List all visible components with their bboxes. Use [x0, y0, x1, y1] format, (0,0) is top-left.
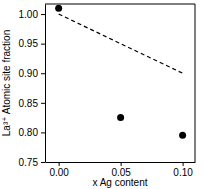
- x-axis: 0.00 0.05 0.10: [46, 162, 196, 178]
- y-axis-tick-mark: [41, 103, 45, 104]
- x-axis-tick: 0.10: [173, 162, 193, 178]
- y-axis-tick: 0.95: [19, 38, 45, 49]
- y-axis-tick: 0.75: [19, 157, 45, 168]
- y-axis-tick-mark: [41, 14, 45, 15]
- y-axis-tick-mark: [41, 162, 45, 163]
- frame-top: [45, 4, 195, 5]
- y-axis-tick-label: 0.75: [19, 157, 39, 168]
- x-axis-tick: 0.05: [111, 162, 131, 178]
- chart: 0.00 0.05 0.10 0.75 0.80 0.85 0.90 0.95 1.00 x Ag…: [0, 0, 203, 189]
- data-point: [179, 132, 186, 139]
- y-axis-tick-label: 1.00: [19, 9, 39, 20]
- y-axis-tick-mark: [41, 44, 45, 45]
- x-axis-tick-mark: [59, 162, 60, 166]
- y-axis-line: [45, 5, 46, 163]
- y-axis-tick: 0.85: [19, 98, 45, 109]
- trend-line: [59, 14, 183, 73]
- y-axis-tick-label: 0.85: [19, 98, 39, 109]
- y-axis-tick-mark: [41, 132, 45, 133]
- data-area: [55, 5, 186, 139]
- y-axis-tick: 1.00: [19, 9, 45, 20]
- y-axis-tick-label: 0.80: [19, 127, 39, 138]
- plot: 0.00 0.05 0.10 0.75 0.80 0.85 0.90 0.95 1.00: [19, 4, 196, 178]
- x-axis-tick: 0.00: [49, 162, 69, 178]
- frame-right: [195, 4, 196, 162]
- y-axis-tick: 0.90: [19, 68, 45, 79]
- y-axis-tick-label: 0.90: [19, 68, 39, 79]
- x-axis-title: x Ag content: [92, 177, 147, 188]
- x-axis-tick-mark: [183, 162, 184, 166]
- y-axis-tick-mark: [41, 73, 45, 74]
- x-axis-tick-label: 0.10: [173, 167, 193, 178]
- x-axis-tick-label: 0.00: [49, 167, 69, 178]
- x-axis-line: [46, 162, 196, 163]
- y-axis-tick-label: 0.95: [19, 38, 39, 49]
- y-axis-tick: 0.80: [19, 127, 45, 138]
- y-axis: 0.75 0.80 0.85 0.90 0.95 1.00: [19, 5, 46, 168]
- data-point: [117, 114, 124, 121]
- y-axis-title: La³⁺ Atomic site fraction: [1, 30, 12, 136]
- data-point: [55, 5, 62, 12]
- x-axis-tick-mark: [121, 162, 122, 166]
